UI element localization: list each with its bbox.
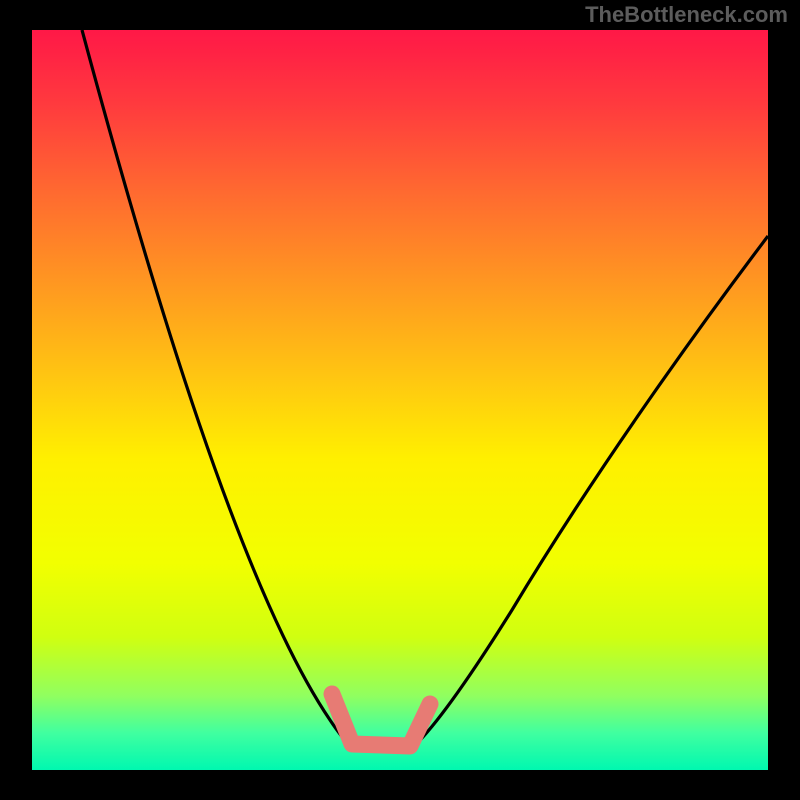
plot-area: [32, 30, 768, 770]
curve-layer: [32, 30, 768, 770]
bottom-marker: [332, 694, 430, 746]
watermark-text: TheBottleneck.com: [585, 2, 788, 28]
left-curve: [82, 30, 352, 748]
right-curve: [412, 236, 768, 748]
